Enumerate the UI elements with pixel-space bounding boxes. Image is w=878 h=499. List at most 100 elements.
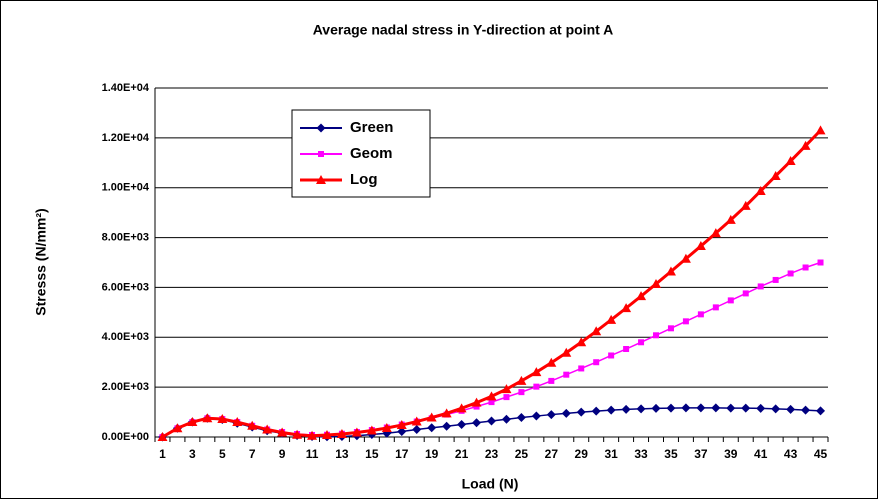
marker xyxy=(442,421,452,431)
marker xyxy=(801,405,811,415)
marker xyxy=(548,377,555,384)
marker xyxy=(653,332,660,339)
x-tick-label: 1 xyxy=(159,447,166,461)
x-tick-label: 15 xyxy=(365,447,379,461)
marker xyxy=(292,429,303,439)
marker xyxy=(786,404,796,414)
marker xyxy=(727,297,734,304)
marker xyxy=(546,410,556,420)
marker xyxy=(636,404,646,414)
y-tick-label: 0.00E+00 xyxy=(102,431,149,443)
marker xyxy=(247,420,258,430)
marker xyxy=(757,283,764,290)
marker xyxy=(217,414,228,424)
marker xyxy=(157,432,168,441)
marker xyxy=(411,416,422,426)
marker xyxy=(665,266,676,276)
x-tick-label: 39 xyxy=(724,447,738,461)
marker xyxy=(725,214,736,224)
marker xyxy=(457,420,467,430)
marker xyxy=(277,427,288,437)
x-tick-label: 45 xyxy=(814,447,828,461)
marker xyxy=(651,278,662,288)
marker xyxy=(531,367,542,377)
x-tick-label: 21 xyxy=(455,447,469,461)
marker xyxy=(262,424,273,434)
marker xyxy=(563,371,570,378)
marker xyxy=(321,430,332,440)
marker xyxy=(621,303,632,313)
marker xyxy=(742,290,749,297)
marker xyxy=(427,423,437,433)
x-tick-label: 13 xyxy=(335,447,349,461)
marker xyxy=(172,423,183,433)
x-tick-label: 41 xyxy=(754,447,768,461)
y-tick-label: 6.00E+03 xyxy=(102,281,149,293)
marker xyxy=(755,185,766,195)
marker xyxy=(546,357,557,367)
marker xyxy=(787,270,794,277)
x-tick-label: 5 xyxy=(219,447,226,461)
legend-label: Geom xyxy=(350,145,393,162)
marker xyxy=(680,253,691,263)
y-tick-label: 1.20E+04 xyxy=(102,132,150,144)
marker xyxy=(712,304,719,311)
marker xyxy=(531,411,541,421)
x-tick-label: 23 xyxy=(485,447,499,461)
marker xyxy=(711,403,721,413)
marker xyxy=(800,140,811,150)
marker xyxy=(621,404,631,414)
y-tick-label: 1.40E+04 xyxy=(102,82,150,94)
x-tick-label: 33 xyxy=(634,447,648,461)
marker xyxy=(785,156,796,166)
legend-marker xyxy=(316,175,326,184)
marker xyxy=(816,406,826,416)
marker xyxy=(187,417,198,427)
marker xyxy=(232,417,243,427)
legend-marker xyxy=(316,123,326,133)
marker xyxy=(710,228,721,238)
marker xyxy=(351,427,362,437)
marker xyxy=(815,125,826,135)
marker xyxy=(681,403,691,413)
chart-title: Average nadal stress in Y-direction at p… xyxy=(313,22,614,38)
x-tick-label: 31 xyxy=(604,447,618,461)
marker xyxy=(503,394,510,401)
marker xyxy=(606,314,617,324)
marker xyxy=(471,397,482,407)
x-tick-label: 17 xyxy=(395,447,409,461)
marker xyxy=(802,264,809,271)
marker xyxy=(456,403,467,413)
marker xyxy=(307,430,318,440)
y-tick-label: 8.00E+03 xyxy=(102,231,149,243)
marker xyxy=(623,346,630,353)
marker xyxy=(501,414,511,424)
marker xyxy=(741,403,751,413)
y-tick-label: 4.00E+03 xyxy=(102,331,149,343)
marker xyxy=(561,408,571,418)
marker xyxy=(756,403,766,413)
x-tick-label: 35 xyxy=(664,447,678,461)
y-tick-label: 2.00E+03 xyxy=(102,381,149,393)
x-tick-label: 19 xyxy=(425,447,439,461)
legend-marker xyxy=(318,151,324,157)
marker xyxy=(472,418,482,428)
marker xyxy=(726,403,736,413)
marker xyxy=(366,425,377,435)
marker xyxy=(381,423,392,433)
marker xyxy=(516,375,527,385)
marker xyxy=(770,170,781,180)
x-tick-label: 37 xyxy=(694,447,708,461)
x-tick-label: 3 xyxy=(189,447,196,461)
marker xyxy=(638,339,645,346)
marker xyxy=(591,326,602,336)
marker xyxy=(488,399,495,406)
marker xyxy=(697,311,704,318)
marker xyxy=(740,200,751,210)
marker xyxy=(578,365,585,372)
marker xyxy=(426,412,437,422)
marker xyxy=(606,405,616,415)
marker xyxy=(561,347,572,357)
